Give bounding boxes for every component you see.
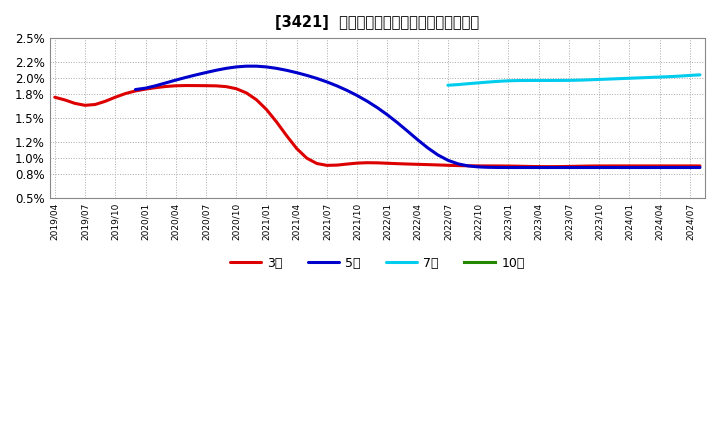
7年: [534, 78, 543, 83]
7年: [645, 75, 654, 80]
7年: [564, 78, 573, 83]
Legend: 3年, 5年, 7年, 10年: 3年, 5年, 7年, 10年: [225, 252, 530, 275]
Title: [3421]  経常利益マージンの標準偏差の推移: [3421] 経常利益マージンの標準偏差の推移: [275, 15, 480, 30]
3年: [393, 161, 402, 166]
3年: [544, 164, 553, 169]
Line: 5年: 5年: [135, 66, 700, 168]
7年: [595, 77, 603, 82]
7年: [544, 78, 553, 83]
7年: [474, 80, 482, 85]
3年: [625, 163, 634, 169]
3年: [212, 83, 220, 88]
7年: [635, 75, 644, 81]
7年: [554, 78, 563, 83]
7年: [655, 74, 664, 80]
5年: [292, 70, 301, 75]
7年: [605, 77, 613, 82]
7年: [514, 78, 523, 83]
7年: [504, 78, 513, 84]
5年: [161, 81, 170, 86]
Line: 7年: 7年: [448, 75, 700, 85]
3年: [252, 97, 261, 103]
7年: [524, 78, 533, 83]
7年: [685, 73, 694, 78]
3年: [696, 163, 704, 169]
7年: [615, 76, 624, 81]
3年: [333, 162, 341, 168]
7年: [625, 76, 634, 81]
7年: [444, 83, 452, 88]
7年: [696, 72, 704, 77]
7年: [665, 74, 674, 79]
5年: [131, 87, 140, 92]
5年: [151, 83, 160, 88]
5年: [696, 165, 704, 170]
7年: [454, 82, 462, 87]
7年: [464, 81, 472, 86]
5年: [524, 165, 533, 170]
5年: [544, 165, 553, 170]
7年: [575, 77, 583, 83]
3年: [181, 83, 190, 88]
3年: [50, 95, 59, 100]
7年: [484, 80, 492, 85]
5年: [534, 165, 543, 170]
7年: [585, 77, 593, 82]
3年: [675, 163, 684, 169]
5年: [383, 112, 392, 117]
7年: [675, 73, 684, 79]
7年: [494, 79, 503, 84]
5年: [242, 63, 251, 69]
Line: 3年: 3年: [55, 85, 700, 167]
